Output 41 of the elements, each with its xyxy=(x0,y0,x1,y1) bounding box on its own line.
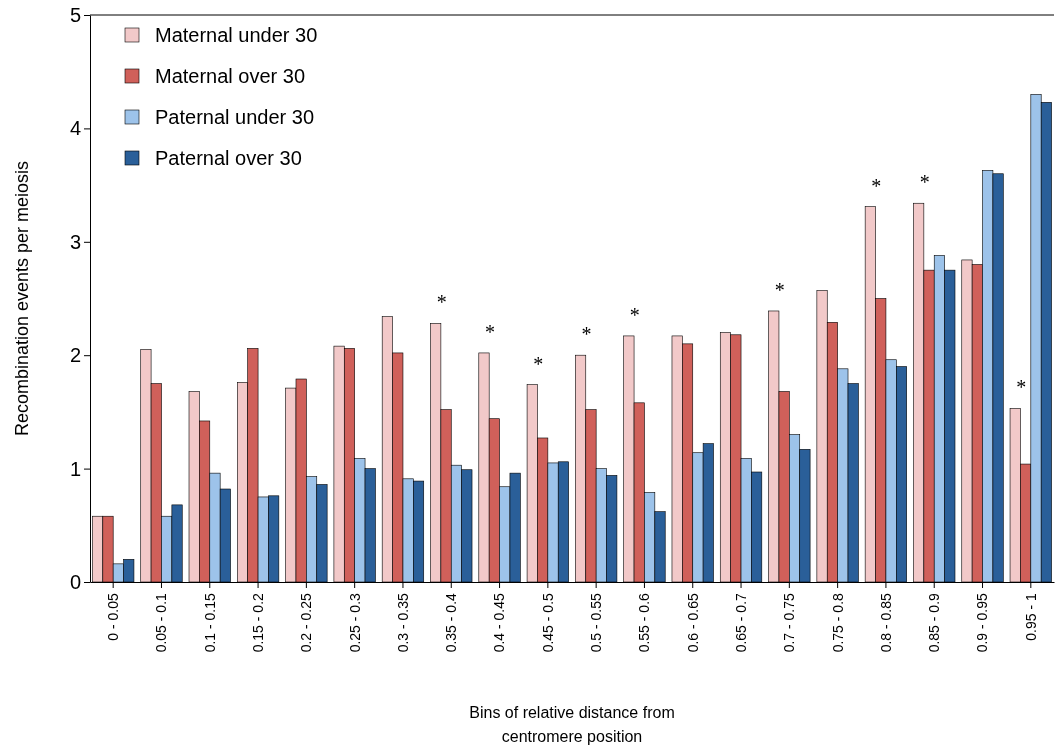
x-tick-label: 0.25 - 0.3 xyxy=(346,592,363,653)
data-label: * xyxy=(919,171,930,194)
x-axis-title: Bins of relative distance from centromere position xyxy=(469,704,675,745)
x-tick-label: 0.4 - 0.45 xyxy=(491,592,508,653)
data-label: * xyxy=(581,323,592,346)
x-tick-label: 0.85 - 0.9 xyxy=(926,592,943,653)
y-tick-label: 1 xyxy=(69,457,81,480)
y-tick-label: 0 xyxy=(69,570,81,593)
x-tick-label: 0.3 - 0.35 xyxy=(394,592,411,653)
x-tick-label: 0.8 - 0.85 xyxy=(877,592,894,653)
data-label: * xyxy=(484,320,495,343)
y-tick-label: 2 xyxy=(69,344,81,367)
y-tick-label: 5 xyxy=(69,3,81,26)
y-axis-title: Recombination events per meiosis xyxy=(12,160,32,437)
x-tick-label: 0.55 - 0.6 xyxy=(636,592,653,653)
x-tick-label: 0.35 - 0.4 xyxy=(443,592,460,653)
x-tick-label: 0.05 - 0.1 xyxy=(153,592,170,653)
data-label: * xyxy=(436,291,447,314)
legend-label: Paternal over 30 xyxy=(155,147,302,169)
legend-label: Maternal under 30 xyxy=(155,24,318,46)
x-tick-label: 0.5 - 0.55 xyxy=(588,592,605,653)
x-tick-label: 0.6 - 0.65 xyxy=(684,592,701,653)
data-label: * xyxy=(774,278,785,301)
x-tick-label: 0 - 0.05 xyxy=(105,592,122,641)
x-tick-label: 0.7 - 0.75 xyxy=(781,592,798,653)
x-tick-label: 0.75 - 0.8 xyxy=(829,592,846,653)
data-label: * xyxy=(871,174,882,197)
x-tick-label: 0.45 - 0.5 xyxy=(539,592,556,653)
data-label: * xyxy=(1016,376,1027,399)
x-tick-label: 0.95 - 1 xyxy=(1022,592,1039,641)
data-label: * xyxy=(629,303,640,326)
x-tick-label: 0.2 - 0.25 xyxy=(298,592,315,653)
data-label: * xyxy=(533,352,544,375)
y-tick-label: 4 xyxy=(69,117,81,140)
x-tick-label: 0.9 - 0.95 xyxy=(974,592,991,653)
x-tick-label: 0.65 - 0.7 xyxy=(732,592,749,653)
x-tick-label: 0.1 - 0.15 xyxy=(201,592,218,653)
x-tick-label: 0.15 - 0.2 xyxy=(249,592,266,653)
y-tick-label: 3 xyxy=(69,230,81,253)
legend-label: Maternal over 30 xyxy=(155,65,306,87)
legend-label: Paternal under 30 xyxy=(155,106,315,128)
